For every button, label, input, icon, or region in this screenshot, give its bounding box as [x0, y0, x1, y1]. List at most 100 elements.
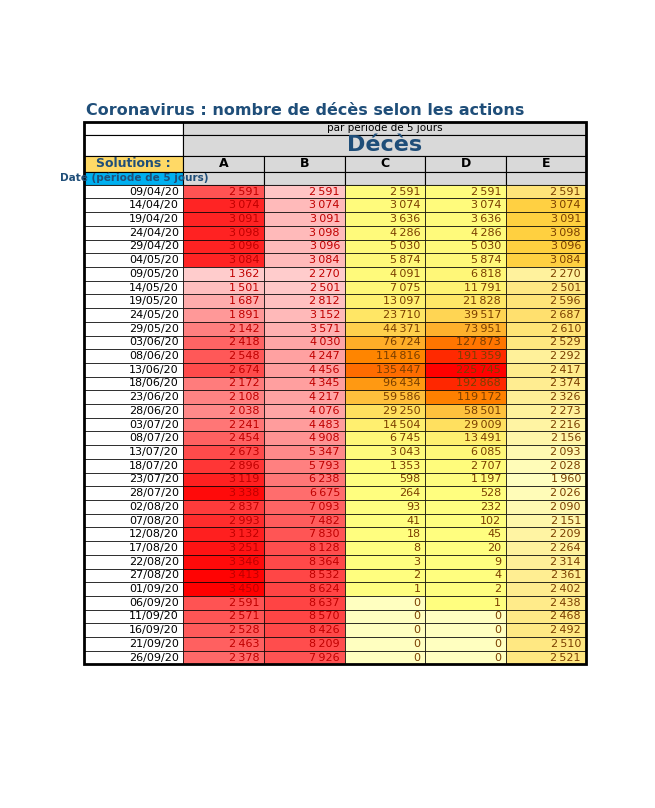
Text: 3 636: 3 636 — [471, 214, 501, 224]
Text: 225 745: 225 745 — [457, 364, 501, 375]
Bar — [84, 363, 183, 377]
Bar — [506, 226, 586, 239]
Text: 7 926: 7 926 — [309, 653, 340, 663]
Bar — [345, 213, 425, 226]
Bar — [506, 322, 586, 335]
Bar — [345, 583, 425, 596]
Text: 2 528: 2 528 — [229, 625, 259, 635]
Text: 3 074: 3 074 — [550, 200, 581, 210]
Text: 45: 45 — [487, 529, 501, 539]
Text: 06/09/20: 06/09/20 — [129, 598, 179, 608]
Text: 3 084: 3 084 — [309, 255, 340, 265]
Text: 02/08/20: 02/08/20 — [129, 502, 179, 511]
Bar — [345, 185, 425, 199]
Bar — [84, 267, 183, 280]
Text: 3 074: 3 074 — [390, 200, 421, 210]
Text: 2 591: 2 591 — [390, 187, 421, 196]
Text: 2 361: 2 361 — [551, 570, 581, 580]
Bar — [345, 267, 425, 280]
Text: 2 548: 2 548 — [229, 351, 259, 361]
Text: 2 596: 2 596 — [550, 297, 581, 306]
Bar — [183, 514, 264, 528]
Text: 2 591: 2 591 — [229, 598, 259, 608]
Bar — [425, 404, 506, 418]
Text: 191 359: 191 359 — [457, 351, 501, 361]
Bar — [84, 445, 183, 459]
Text: Coronavirus : nombre de décès selon les actions: Coronavirus : nombre de décès selon les … — [86, 103, 524, 117]
Text: 14/05/20: 14/05/20 — [129, 283, 179, 292]
Bar — [506, 431, 586, 445]
Bar — [84, 294, 183, 308]
Text: 192 868: 192 868 — [457, 378, 501, 389]
Text: 3 091: 3 091 — [229, 214, 259, 224]
Bar — [264, 528, 345, 541]
Bar — [506, 171, 586, 185]
Text: 08/06/20: 08/06/20 — [129, 351, 179, 361]
Bar — [183, 253, 264, 267]
Bar — [425, 280, 506, 294]
Bar — [183, 185, 264, 199]
Bar — [183, 623, 264, 637]
Bar — [345, 596, 425, 609]
Text: 3 098: 3 098 — [229, 228, 259, 238]
Text: 114 816: 114 816 — [376, 351, 421, 361]
Bar — [84, 569, 183, 583]
Text: 28/06/20: 28/06/20 — [129, 406, 179, 416]
Text: 4 247: 4 247 — [309, 351, 340, 361]
Text: 29/05/20: 29/05/20 — [129, 324, 179, 334]
Bar — [506, 541, 586, 555]
Bar — [345, 349, 425, 363]
Bar — [506, 363, 586, 377]
Text: 2 090: 2 090 — [550, 502, 581, 511]
Text: 29/04/20: 29/04/20 — [129, 242, 179, 251]
Bar — [183, 390, 264, 404]
Text: 21/09/20: 21/09/20 — [129, 639, 179, 649]
Text: 3 450: 3 450 — [229, 584, 259, 594]
Text: 2 270: 2 270 — [309, 269, 340, 279]
Text: 41: 41 — [406, 516, 421, 525]
Bar — [264, 185, 345, 199]
Bar — [425, 528, 506, 541]
Bar — [425, 445, 506, 459]
Bar — [183, 171, 264, 185]
Bar — [183, 473, 264, 486]
Bar — [264, 569, 345, 583]
Bar — [506, 459, 586, 473]
Text: 5 874: 5 874 — [390, 255, 421, 265]
Bar — [506, 199, 586, 213]
Bar — [345, 322, 425, 335]
Bar — [506, 555, 586, 569]
Bar — [264, 555, 345, 569]
Bar — [183, 583, 264, 596]
Bar — [84, 335, 183, 349]
Bar — [425, 226, 506, 239]
Text: 3 091: 3 091 — [551, 214, 581, 224]
Bar — [183, 528, 264, 541]
Text: 3 096: 3 096 — [310, 242, 340, 251]
Bar — [425, 541, 506, 555]
Bar — [506, 404, 586, 418]
Bar — [84, 486, 183, 500]
Text: 1 501: 1 501 — [229, 283, 259, 292]
Text: 5 030: 5 030 — [471, 242, 501, 251]
Bar — [183, 199, 264, 213]
Text: 3 098: 3 098 — [550, 228, 581, 238]
Bar — [345, 308, 425, 322]
Text: 2 216: 2 216 — [550, 419, 581, 430]
Text: 2 142: 2 142 — [229, 324, 259, 334]
Bar — [345, 623, 425, 637]
Bar — [183, 500, 264, 514]
Text: 23/07/20: 23/07/20 — [129, 474, 179, 485]
Text: 13/06/20: 13/06/20 — [129, 364, 179, 375]
Bar — [84, 171, 183, 185]
Bar — [264, 390, 345, 404]
Bar — [264, 377, 345, 390]
Bar — [425, 213, 506, 226]
Bar — [183, 445, 264, 459]
Text: 2 417: 2 417 — [550, 364, 581, 375]
Bar — [345, 555, 425, 569]
Text: 3 413: 3 413 — [229, 570, 259, 580]
Text: 0: 0 — [494, 653, 501, 663]
Bar — [183, 377, 264, 390]
Text: 3 251: 3 251 — [229, 543, 259, 553]
